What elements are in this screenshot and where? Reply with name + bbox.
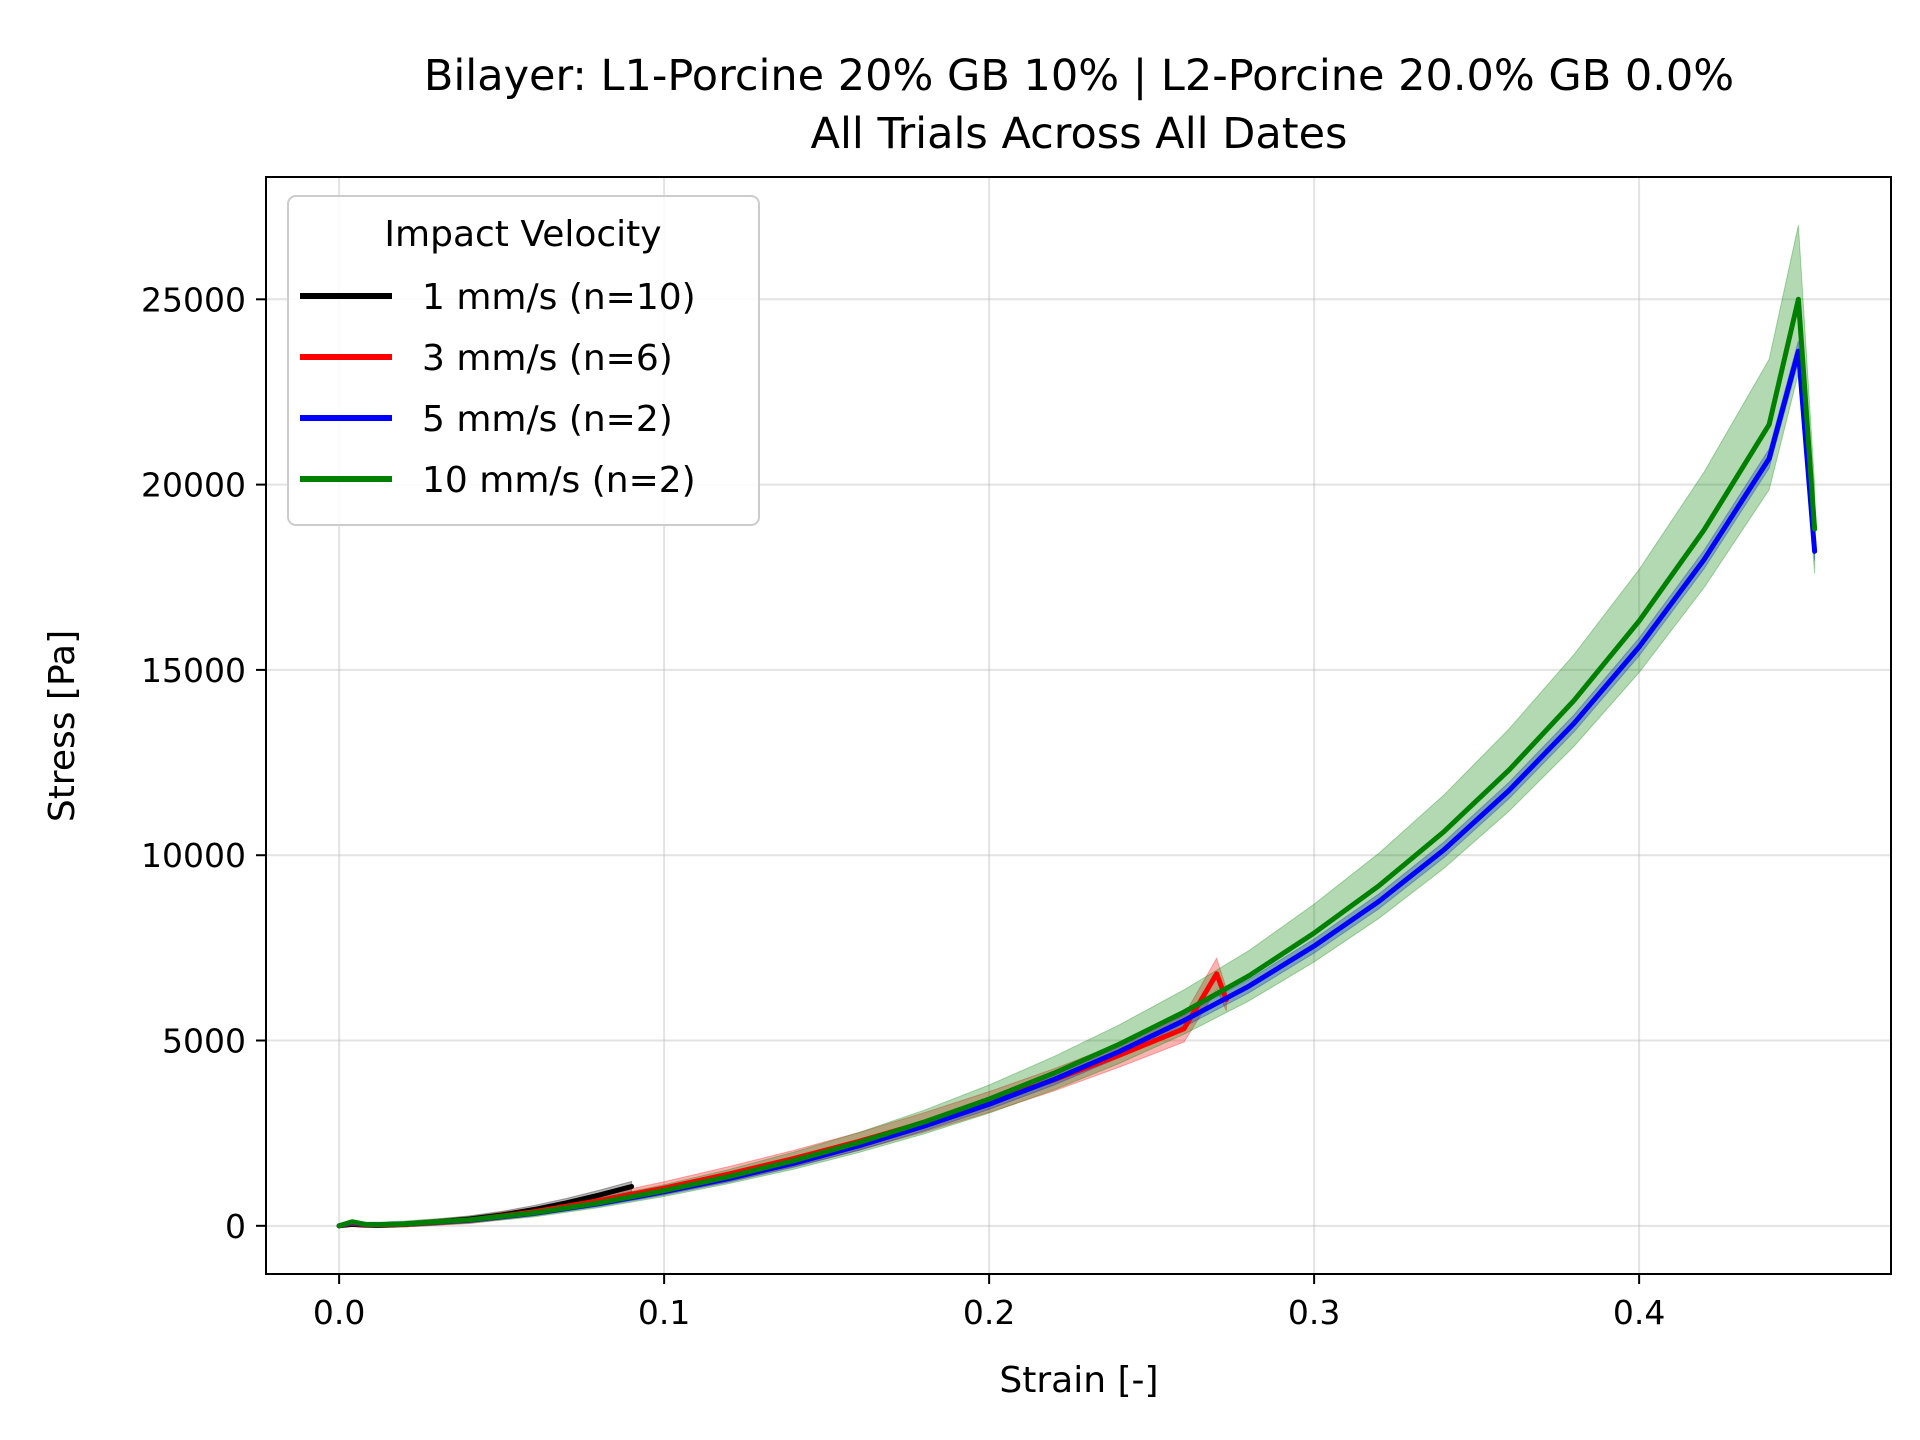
x-axis-ticks: 0.0 0.1 0.2 0.3 0.4 xyxy=(313,1274,1665,1332)
legend-title: Impact Velocity xyxy=(384,214,661,255)
legend-items: 1 mm/s (n=10) 3 mm/s (n=6) 5 mm/s (n=2) 10 … xyxy=(300,277,696,501)
chart-subtitle: All Trials Across All Dates xyxy=(811,109,1348,159)
legend: Impact Velocity 1 mm/s (n=10) 3 mm/s (n=6… xyxy=(287,195,760,526)
y-tick-label-3: 15000 xyxy=(141,651,246,690)
legend-box xyxy=(287,195,760,526)
plot-frame xyxy=(265,176,1892,1275)
x-tick-label-1: 0.1 xyxy=(638,1293,690,1332)
x-tick-label-4: 0.4 xyxy=(1613,1293,1665,1332)
series-lines xyxy=(336,296,1818,1229)
legend-label-1: 3 mm/s (n=6) xyxy=(422,338,673,379)
y-tick-label-5: 25000 xyxy=(141,280,246,319)
legend-label-3: 10 mm/s (n=2) xyxy=(422,460,696,501)
chart-title: Bilayer: L1-Porcine 20% GB 10% | L2-Porc… xyxy=(424,51,1734,101)
legend-label-0: 1 mm/s (n=10) xyxy=(422,277,696,318)
y-tick-label-0: 0 xyxy=(225,1207,246,1246)
x-tick-label-2: 0.2 xyxy=(963,1293,1015,1332)
grid xyxy=(266,177,1891,1274)
x-tick-label-0: 0.0 xyxy=(313,1293,365,1332)
x-axis-label: Strain [-] xyxy=(999,1360,1158,1401)
y-tick-label-2: 10000 xyxy=(141,836,246,875)
y-axis-ticks: 0 5000 10000 15000 20000 25000 xyxy=(141,280,266,1246)
x-tick-label-3: 0.3 xyxy=(1288,1293,1340,1332)
legend-label-2: 5 mm/s (n=2) xyxy=(422,399,673,440)
y-axis-label: Stress [Pa] xyxy=(42,630,83,822)
y-tick-label-1: 5000 xyxy=(162,1022,246,1061)
y-tick-label-4: 20000 xyxy=(141,466,246,505)
line-series-3 xyxy=(336,296,1818,1229)
